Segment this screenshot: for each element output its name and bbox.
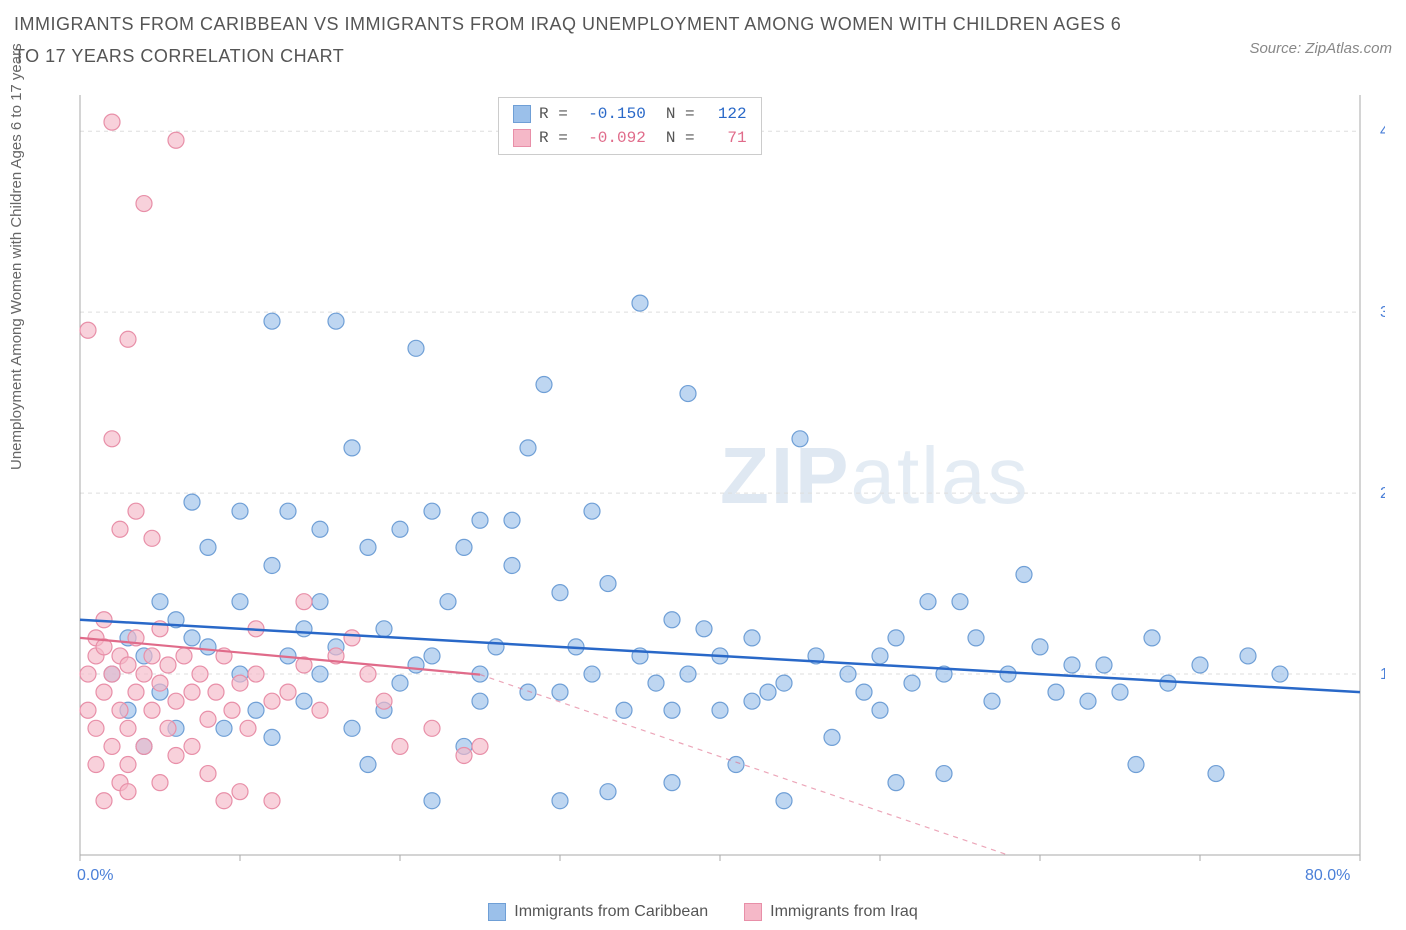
legend-label: Immigrants from Caribbean [514,903,708,921]
svg-text:40.0%: 40.0% [1380,123,1385,140]
source-attribution: Source: ZipAtlas.com [1249,40,1392,57]
chart-area: 10.0% 20.0% 30.0% 40.0% [55,95,1385,875]
legend-item: Immigrants from Iraq [744,903,918,921]
scatter-chart: 10.0% 20.0% 30.0% 40.0% [55,95,1385,875]
series-swatch [513,129,531,147]
chart-title: IMMIGRANTS FROM CARIBBEAN VS IMMIGRANTS … [14,8,1134,73]
series-swatch [488,903,506,921]
stats-legend: R =-0.150N =122R =-0.092N =71 [498,97,762,155]
series-swatch [513,105,531,123]
stats-row: R =-0.150N =122 [513,102,747,126]
series-legend: Immigrants from Caribbean Immigrants from… [0,903,1406,926]
legend-label: Immigrants from Iraq [770,903,918,921]
x-tick-label: 80.0% [1305,867,1350,885]
stats-row: R =-0.092N =71 [513,126,747,150]
x-tick-label: 0.0% [77,867,113,885]
svg-text:10.0%: 10.0% [1380,666,1385,683]
series-swatch [744,903,762,921]
svg-text:20.0%: 20.0% [1380,485,1385,502]
y-axis-label: Unemployment Among Women with Children A… [8,43,25,470]
svg-text:30.0%: 30.0% [1380,304,1385,321]
legend-item: Immigrants from Caribbean [488,903,708,921]
